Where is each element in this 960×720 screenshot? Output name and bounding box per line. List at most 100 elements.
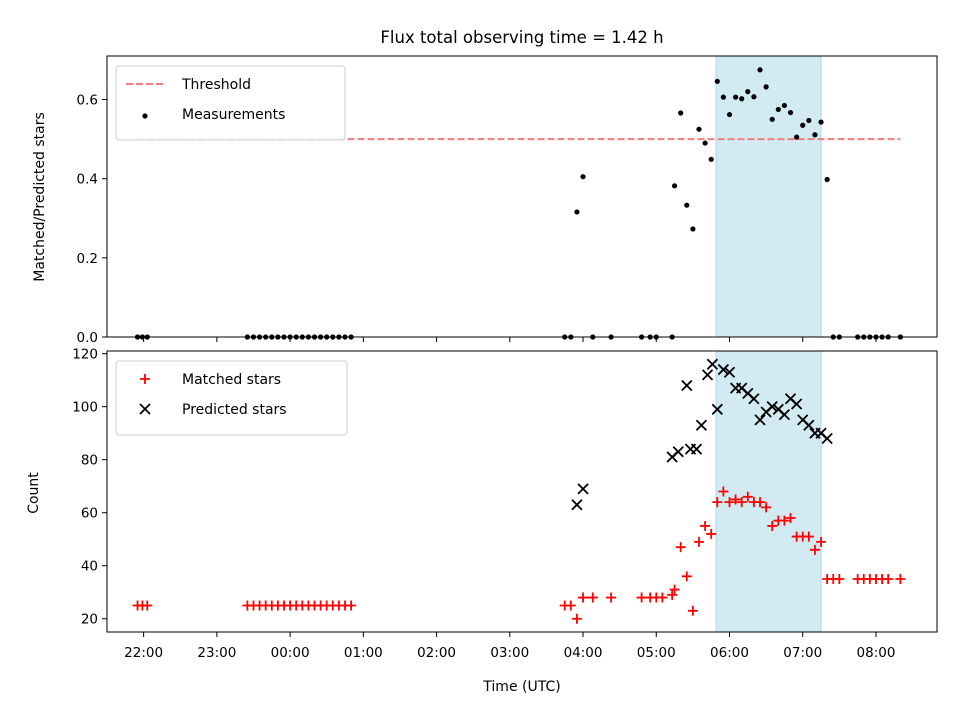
bottom-y-tick-label: 20 bbox=[81, 612, 98, 628]
matched-star-point bbox=[895, 573, 906, 584]
measurement-point bbox=[684, 202, 690, 208]
measurement-point bbox=[781, 102, 788, 109]
top-legend-label: Threshold bbox=[181, 77, 251, 93]
observing-window-shade bbox=[715, 55, 822, 338]
measurement-point bbox=[696, 126, 702, 132]
measurement-point bbox=[678, 110, 684, 116]
matched-star-point bbox=[809, 544, 820, 555]
matched-star-point bbox=[706, 528, 717, 539]
matched-star-point bbox=[730, 494, 741, 505]
measurement-point bbox=[763, 84, 769, 90]
top-plot-frame bbox=[106, 55, 938, 338]
top-y-tick-label: 0.4 bbox=[77, 172, 98, 188]
matched-star-point bbox=[816, 536, 827, 547]
bottom-y-tick-label: 80 bbox=[81, 453, 98, 469]
top-legend-label: Measurements bbox=[182, 107, 285, 123]
matched-star-point bbox=[681, 571, 692, 582]
predicted-star-point bbox=[723, 366, 736, 378]
x-tick-label: 06:00 bbox=[710, 645, 749, 661]
matched-star-point bbox=[565, 600, 576, 611]
measurement-point bbox=[671, 183, 678, 189]
predicted-star-point bbox=[790, 398, 803, 410]
x-axis-label: Time (UTC) bbox=[482, 679, 560, 695]
matched-star-point bbox=[785, 513, 796, 524]
x-tick-label: 01:00 bbox=[344, 645, 383, 661]
matched-star-point bbox=[755, 497, 766, 508]
measurement-point bbox=[812, 132, 818, 138]
measurement-point bbox=[775, 106, 781, 113]
matched-star-point bbox=[742, 491, 753, 502]
x-tick-label: 02:00 bbox=[417, 645, 456, 661]
matched-star-point bbox=[578, 592, 589, 603]
measurement-point bbox=[787, 109, 794, 116]
matched-star-point bbox=[669, 584, 680, 595]
measurement-point bbox=[702, 140, 708, 146]
predicted-star-point bbox=[717, 363, 730, 376]
predicted-star-point bbox=[690, 443, 703, 455]
measurement-point bbox=[733, 94, 739, 100]
predicted-star-point bbox=[695, 419, 708, 431]
matched-star-point bbox=[724, 497, 735, 508]
measurement-point bbox=[818, 119, 824, 125]
measurement-point bbox=[800, 122, 806, 128]
bottom-y-tick-label: 100 bbox=[72, 400, 98, 416]
predicted-star-point bbox=[577, 483, 589, 495]
top-legend: Threshold Measurements bbox=[115, 65, 346, 141]
predicted-star-point bbox=[571, 499, 583, 511]
measurement-point bbox=[794, 134, 800, 140]
predicted-star-point bbox=[672, 446, 684, 458]
matched-star-point bbox=[779, 515, 790, 526]
top-y-tick-label: 0.0 bbox=[77, 330, 98, 346]
predicted-star-point bbox=[711, 403, 723, 415]
matched-star-point bbox=[718, 486, 729, 497]
bottom-legend: Matched stars Predicted stars bbox=[115, 360, 348, 436]
measurement-point bbox=[726, 111, 733, 118]
bottom-y-tick-label: 60 bbox=[81, 506, 98, 522]
measurement-point bbox=[769, 116, 775, 122]
x-tick-label: 08:00 bbox=[857, 645, 896, 661]
bottom-y-axis-label: Count bbox=[26, 472, 42, 514]
matched-star-point bbox=[687, 605, 698, 616]
bottom-y-tick-label: 120 bbox=[72, 347, 98, 363]
x-tick-label: 07:00 bbox=[783, 645, 822, 661]
bottom-legend-box bbox=[115, 360, 348, 436]
x-tick-label: 05:00 bbox=[637, 645, 676, 661]
top-legend-measurement-swatch bbox=[142, 113, 148, 119]
top-y-axis-label: Matched/Predicted stars bbox=[32, 112, 48, 282]
measurement-point bbox=[751, 94, 757, 100]
x-tick-label: 00:00 bbox=[271, 645, 310, 661]
matched-star-point bbox=[657, 592, 668, 603]
matched-star-point bbox=[142, 600, 153, 611]
bottom-plot-frame bbox=[106, 350, 938, 633]
matched-star-point bbox=[767, 520, 778, 531]
measurement-point bbox=[714, 78, 720, 84]
top-legend-box bbox=[115, 65, 346, 141]
predicted-star-point bbox=[706, 358, 719, 370]
measurement-point bbox=[690, 226, 696, 232]
matched-star-point bbox=[587, 592, 598, 603]
matched-star-point bbox=[346, 600, 357, 611]
matched-star-point bbox=[675, 542, 686, 553]
top-panel: 0.0 0.2 0.4 0.6 Threshold Measurements Matched… bbox=[32, 55, 938, 346]
predicted-star-point bbox=[681, 379, 693, 392]
matched-star-point bbox=[667, 589, 678, 600]
bottom-legend-label: Predicted stars bbox=[182, 402, 287, 418]
predicted-star-point bbox=[701, 369, 714, 381]
chart-title: Flux total observing time = 1.42 h bbox=[380, 28, 663, 47]
matched-star-point bbox=[834, 573, 845, 584]
bottom-panel: 20 40 60 80 100 120 22:00 23:00 00:00 01:00 02:00 0… bbox=[26, 347, 938, 695]
matched-star-point bbox=[761, 502, 772, 513]
x-tick-label: 22:00 bbox=[124, 645, 163, 661]
bottom-legend-predicted-swatch bbox=[139, 403, 151, 415]
measurement-point bbox=[720, 94, 726, 100]
matched-star-point bbox=[700, 520, 711, 531]
predicted-star-point bbox=[778, 408, 791, 421]
measurement-point bbox=[580, 174, 586, 180]
x-tick-label: 23:00 bbox=[197, 645, 236, 661]
x-tick-label: 04:00 bbox=[564, 645, 603, 661]
measurement-point bbox=[806, 117, 812, 124]
matched-star-point bbox=[693, 536, 704, 547]
top-y-tick-label: 0.2 bbox=[77, 251, 98, 267]
bottom-y-tick-label: 40 bbox=[81, 559, 98, 575]
